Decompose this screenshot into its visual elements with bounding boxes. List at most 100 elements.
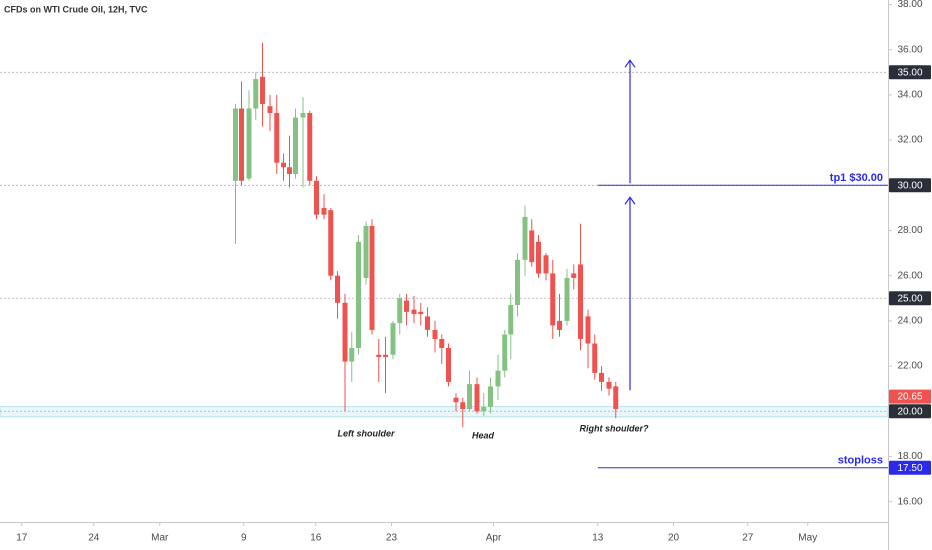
- candle-body: [453, 397, 459, 403]
- target-text: tp1 $30.00: [830, 172, 883, 184]
- target-label: 17.50: [897, 463, 922, 474]
- candle-body: [515, 259, 520, 306]
- candle-body: [293, 117, 298, 174]
- annotation: Left shoulder: [337, 428, 394, 438]
- candle-body: [390, 323, 396, 355]
- candle-body: [300, 112, 306, 118]
- y-tick-label: 32.00: [897, 135, 922, 146]
- candle-body: [260, 76, 265, 104]
- level-label: 35.00: [897, 67, 922, 78]
- last-price-badge: [889, 389, 931, 404]
- candle-body: [446, 348, 451, 382]
- x-tick-label: 20: [668, 533, 680, 544]
- candle-body: [349, 348, 355, 362]
- candle-body: [432, 329, 438, 339]
- candle-body: [267, 106, 273, 113]
- level-label: 25.00: [897, 293, 922, 304]
- candle-body: [281, 162, 286, 168]
- x-tick-label: 17: [16, 533, 28, 544]
- y-tick-label: 36.00: [897, 44, 922, 55]
- candle-body: [321, 207, 327, 215]
- candle-body: [578, 264, 583, 339]
- x-tick-label: 16: [310, 533, 322, 544]
- x-tick-label: May: [798, 533, 817, 544]
- x-tick-label: Mar: [151, 533, 169, 544]
- target-badge: [889, 460, 931, 475]
- candle-body: [411, 309, 417, 315]
- x-tick-label: 27: [742, 533, 754, 544]
- last-price-label: 20.65: [897, 392, 922, 403]
- x-tick-label: 24: [88, 533, 100, 544]
- annotation: Head: [472, 430, 495, 440]
- y-tick-label: 28.00: [897, 225, 922, 236]
- candle-body: [376, 354, 382, 358]
- candle-body: [481, 406, 487, 412]
- candle-body: [592, 343, 598, 373]
- level-badge: [889, 291, 931, 306]
- candle-body: [233, 108, 238, 181]
- candle-body: [502, 334, 508, 371]
- candle-body: [550, 273, 556, 326]
- candle-body: [543, 255, 549, 274]
- y-tick-label: 34.00: [897, 90, 922, 101]
- level-badge: [889, 178, 931, 193]
- candle-body: [287, 167, 292, 174]
- candle-body: [467, 384, 472, 410]
- candle-body: [363, 225, 369, 278]
- candle-body: [425, 316, 430, 330]
- candle-body: [564, 277, 570, 321]
- target-text: stoploss: [838, 455, 883, 467]
- y-tick-label: 16.00: [897, 496, 922, 507]
- candle-body: [314, 180, 319, 215]
- arrow-head: [624, 59, 636, 68]
- candle-body: [571, 273, 577, 278]
- candle-body: [599, 372, 604, 382]
- candle-body: [404, 300, 409, 312]
- candle-body: [522, 216, 528, 260]
- candle-body: [536, 241, 541, 274]
- level-badge: [889, 65, 931, 80]
- candle-body: [418, 311, 424, 315]
- candle-body: [508, 305, 514, 335]
- candle-body: [383, 354, 388, 358]
- y-tick-label: 24.00: [897, 316, 922, 327]
- support-zone: [0, 406, 889, 418]
- arrow-head: [624, 196, 636, 205]
- candle-body: [460, 402, 466, 410]
- level-label: 20.00: [897, 406, 922, 417]
- candle-body: [274, 112, 280, 163]
- candle-body: [253, 79, 259, 109]
- candle-body: [439, 338, 445, 348]
- candle-body: [557, 320, 562, 330]
- candle-body: [474, 384, 480, 412]
- candle-body: [397, 298, 403, 324]
- candle-body: [488, 386, 493, 407]
- level-badge: [889, 404, 931, 419]
- level-label: 30.00: [897, 180, 922, 191]
- y-tick-label: 26.00: [897, 270, 922, 281]
- candle-body: [495, 370, 501, 387]
- x-tick-label: Apr: [486, 533, 502, 544]
- candle-body: [529, 230, 535, 263]
- candle-body: [585, 316, 591, 344]
- candle-body: [356, 241, 361, 348]
- y-tick-label: 18.00: [897, 451, 922, 462]
- candle-body: [369, 225, 375, 330]
- candle-body: [328, 210, 334, 276]
- candle-body: [239, 108, 244, 181]
- candle-body: [342, 302, 348, 362]
- x-tick-label: 13: [592, 533, 604, 544]
- x-tick-label: 23: [386, 533, 398, 544]
- y-tick-label: 22.00: [897, 361, 922, 372]
- candle-body: [246, 108, 252, 179]
- candle-body: [307, 112, 313, 181]
- chart-title: CFDs on WTI Crude Oil, 12H, TVC: [4, 4, 148, 14]
- annotation: Right shoulder?: [580, 423, 649, 433]
- y-tick-label: 38.00: [897, 0, 922, 10]
- candle-body: [335, 275, 340, 303]
- candle-body: [613, 386, 619, 410]
- x-tick-label: 9: [241, 533, 247, 544]
- candle-body: [606, 381, 612, 389]
